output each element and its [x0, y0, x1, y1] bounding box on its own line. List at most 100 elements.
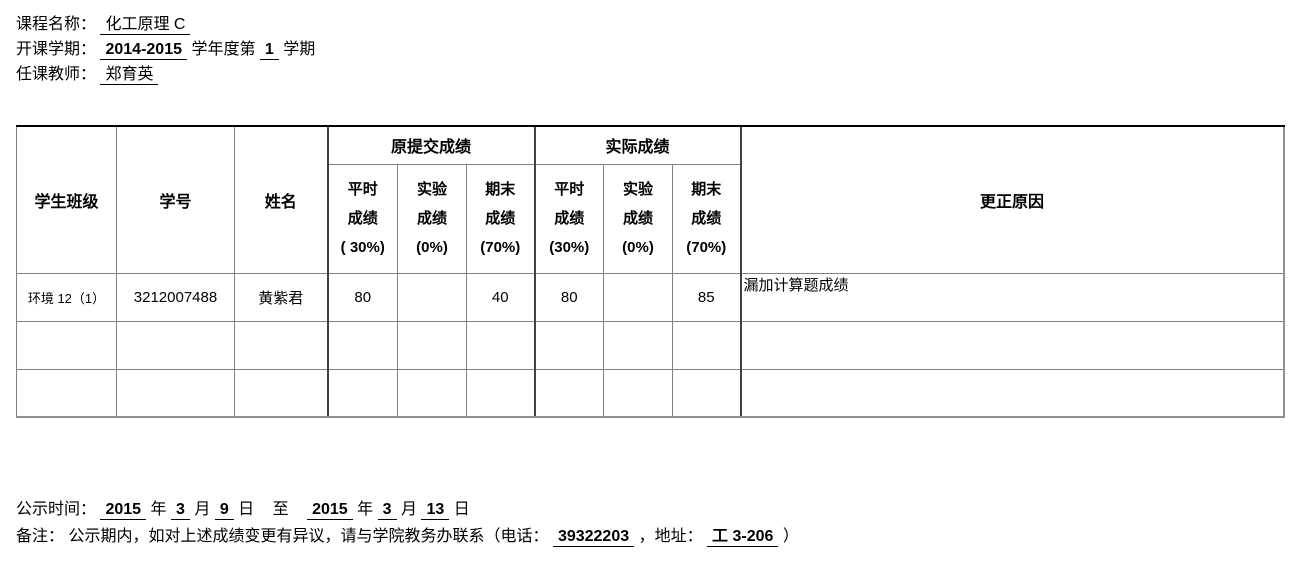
sub-header-pct: (70%) [480, 239, 521, 256]
teacher-label: 任课教师： [16, 66, 97, 83]
cell-actual-lab [603, 272, 673, 322]
cell-orig-lab [397, 272, 467, 322]
cell-orig-lab [397, 320, 467, 370]
teacher-line: 任课教师： 郑育英 [16, 62, 1299, 87]
cell-actual-lab [603, 368, 673, 418]
sub-header-pct: (30%) [549, 239, 590, 256]
sub-header-pct: ( 30%) [340, 239, 385, 256]
remark-between-text: ，地址： [638, 528, 703, 545]
cell-orig-final: 40 [466, 272, 535, 322]
footer-block: 公示时间： 2015 年 3 月 9 日 至 2015 年 3 月 13 日 备… [16, 496, 1299, 550]
cell-student-name: 黄紫君 [234, 272, 328, 322]
sub-header-text: 成绩 [554, 210, 585, 227]
header-group-row: 学生班级 学号 姓名 原提交成绩 实际成绩 更正原因 [16, 125, 1285, 274]
col-header-actual-final: 期末 成绩 (70%) [671, 163, 742, 274]
semester-line: 开课学期： 2014-2015 学年度第 1 学期 [16, 37, 1299, 62]
header-sub-row: 平时 成绩 ( 30%) 实验 成绩 (0%) 期末 成绩 (70%) 平时 成… [17, 163, 1284, 274]
remark-label: 备注： [16, 528, 65, 545]
cell-actual-final [671, 368, 742, 418]
to-text: 至 [272, 501, 289, 518]
grades-table: 学生班级 学号 姓名 原提交成绩 实际成绩 更正原因 平时 成绩 ( 30%) … [16, 125, 1285, 418]
cell-orig-lab [397, 368, 467, 418]
remark-close-text: ） [782, 528, 799, 545]
phone-value: 39322203 [552, 527, 635, 547]
cell-actual-final: 85 [671, 272, 742, 322]
course-name-line: 课程名称： 化工原理 C [16, 12, 1299, 37]
semester-label: 开课学期： [16, 41, 97, 58]
start-year-value: 2015 [100, 500, 147, 520]
cell-reason: 漏加计算题成绩 [739, 272, 1285, 322]
cell-student-name [234, 320, 328, 370]
cell-student-id [116, 368, 235, 418]
sub-header-text: 期末 [691, 181, 722, 198]
table-row [16, 368, 1285, 418]
sub-header-text: 期末 [485, 181, 516, 198]
sub-header-text: 平时 [347, 181, 378, 198]
sub-header-text: 成绩 [347, 210, 378, 227]
semester-number-value: 1 [259, 40, 279, 60]
cell-student-id: 3212007488 [116, 272, 235, 322]
course-name-label: 课程名称： [16, 16, 97, 33]
start-day-value: 9 [214, 500, 234, 520]
cell-actual-regular [533, 368, 604, 418]
col-header-actual-lab: 实验 成绩 (0%) [603, 163, 673, 274]
sub-header-text: 平时 [554, 181, 585, 198]
col-header-reason: 更正原因 [739, 125, 1285, 274]
sub-header-text: 成绩 [691, 210, 722, 227]
cell-reason [739, 320, 1285, 370]
cell-student-class [16, 368, 117, 418]
end-day-value: 13 [421, 500, 450, 520]
cell-actual-regular: 80 [533, 272, 604, 322]
cell-student-class: 环境 12（1） [16, 272, 117, 322]
col-header-orig-final: 期末 成绩 (70%) [466, 163, 535, 274]
col-header-student-id: 学号 [116, 125, 235, 274]
semester-mid-text: 学年度第 [191, 41, 256, 58]
month-unit: 月 [400, 501, 417, 518]
remark-line: 备注： 公示期内，如对上述成绩变更有异议，请与学院教务办联系（电话： 39322… [16, 523, 1299, 550]
sub-header-text: 成绩 [416, 210, 447, 227]
cell-orig-regular: 80 [326, 272, 398, 322]
cell-orig-regular [326, 368, 398, 418]
sub-header-text: 实验 [416, 181, 447, 198]
cell-orig-final [466, 368, 535, 418]
course-name-value: 化工原理 C [100, 15, 191, 35]
col-header-orig-lab: 实验 成绩 (0%) [397, 163, 467, 274]
col-header-actual-regular: 平时 成绩 (30%) [533, 163, 604, 274]
publicity-label: 公示时间： [16, 501, 97, 518]
cell-actual-lab [603, 320, 673, 370]
course-info-block: 课程名称： 化工原理 C 开课学期： 2014-2015 学年度第 1 学期 任… [16, 12, 1299, 87]
cell-student-id [116, 320, 235, 370]
table-row: 环境 12（1） 3212007488 黄紫君 80 40 80 85 漏加计算… [16, 272, 1285, 322]
year-unit: 年 [357, 501, 374, 518]
table-row [16, 320, 1285, 370]
sub-header-pct: (70%) [686, 239, 727, 256]
group-header-original-scores: 原提交成绩 [326, 125, 535, 165]
col-header-orig-regular: 平时 成绩 ( 30%) [326, 163, 398, 274]
semester-years-value: 2014-2015 [100, 40, 187, 60]
sub-header-pct: (0%) [416, 239, 448, 256]
month-unit: 月 [194, 501, 211, 518]
address-value: 工 3-206 [707, 527, 779, 547]
cell-actual-final [671, 320, 742, 370]
day-unit: 日 [238, 501, 255, 518]
sub-header-text: 实验 [622, 181, 653, 198]
end-month-value: 3 [377, 500, 397, 520]
col-header-student-class: 学生班级 [16, 125, 117, 274]
col-header-name: 姓名 [234, 125, 328, 274]
teacher-value: 郑育英 [100, 65, 159, 85]
sub-header-text: 成绩 [622, 210, 653, 227]
cell-orig-regular [326, 320, 398, 370]
sub-header-text: 成绩 [485, 210, 516, 227]
end-year-value: 2015 [307, 500, 353, 520]
cell-actual-regular [533, 320, 604, 370]
day-unit: 日 [453, 501, 470, 518]
remark-body-text: 公示期内，如对上述成绩变更有异议，请与学院教务办联系（电话： [68, 528, 549, 545]
cell-student-name [234, 368, 328, 418]
cell-student-class [16, 320, 117, 370]
cell-reason [739, 368, 1285, 418]
group-header-actual-scores: 实际成绩 [533, 125, 742, 165]
cell-orig-final [466, 320, 535, 370]
publicity-period-line: 公示时间： 2015 年 3 月 9 日 至 2015 年 3 月 13 日 [16, 496, 1299, 523]
semester-suffix-text: 学期 [283, 41, 316, 58]
